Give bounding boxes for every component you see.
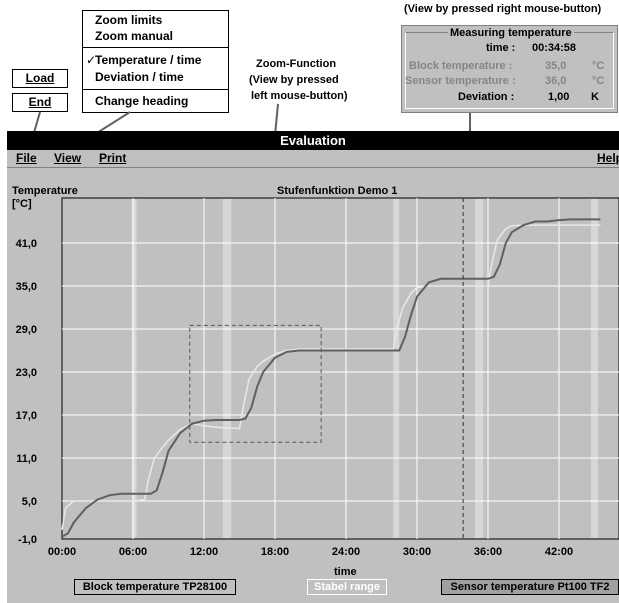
block-temp-label: Block temperature : bbox=[409, 60, 513, 72]
chart-area: Temperature [°C] Stufenfunktion Demo 1 t… bbox=[7, 168, 619, 603]
zoom-hint-line2: (View by pressed bbox=[249, 74, 339, 86]
measuring-panel: Measuring temperature time : 00:34:58 Bl… bbox=[401, 25, 618, 113]
menu-separator bbox=[83, 89, 228, 90]
x-axis-label: time bbox=[334, 566, 357, 578]
legend-sensor-temperature: Sensor temperature Pt100 TF2 bbox=[441, 579, 619, 595]
check-mark-icon: ✓ bbox=[86, 53, 97, 67]
y-tick-label: 17,0 bbox=[16, 410, 37, 422]
sensor-temp-unit: °C bbox=[592, 75, 605, 87]
load-label: Load bbox=[25, 71, 55, 85]
menu-item-change-heading[interactable]: Change heading bbox=[95, 94, 189, 108]
block-temp-unit: °C bbox=[592, 60, 605, 72]
stable-range-band bbox=[222, 199, 232, 538]
series-sensor-temperature bbox=[61, 224, 601, 530]
x-tick-label: 06:00 bbox=[119, 546, 147, 558]
menu-bar: File View Print Help bbox=[7, 150, 619, 168]
x-tick-label: 18:00 bbox=[261, 546, 289, 558]
x-tick-label: 30:00 bbox=[403, 546, 431, 558]
y-tick-label: 5,0 bbox=[22, 496, 37, 508]
menu-item-temperature-time[interactable]: Temperature / time bbox=[95, 53, 202, 67]
block-temp-value: 35,0 bbox=[545, 60, 567, 72]
zoom-hint-line3: left mouse-button) bbox=[251, 90, 348, 102]
deviation-value: 1,00 bbox=[548, 91, 570, 103]
legend-stable-range: Stabel range bbox=[307, 579, 387, 595]
view-dropdown-menu: Zoom limits Zoom manual ✓ Temperature / … bbox=[82, 10, 229, 113]
stable-range-band bbox=[474, 199, 484, 538]
x-tick-label: 42:00 bbox=[545, 546, 573, 558]
y-axis-unit: [°C] bbox=[12, 198, 32, 210]
zoom-hint-title: Zoom-Function bbox=[256, 58, 337, 70]
window-title-bar: Evaluation bbox=[7, 131, 619, 150]
x-tick-label: 24:00 bbox=[332, 546, 360, 558]
chart-title: Stufenfunktion Demo 1 bbox=[277, 185, 398, 197]
window-title: Evaluation bbox=[280, 133, 346, 148]
stable-range-band bbox=[131, 199, 137, 538]
x-tick-label: 00:00 bbox=[48, 546, 76, 558]
x-tick-label: 12:00 bbox=[190, 546, 218, 558]
menu-file[interactable]: File bbox=[16, 151, 37, 165]
end-label: End bbox=[28, 95, 52, 109]
deviation-label: Deviation : bbox=[458, 91, 515, 103]
y-tick-label: 29,0 bbox=[16, 324, 37, 336]
legend-block-temperature: Block temperature TP28100 bbox=[74, 579, 236, 595]
end-button[interactable]: End bbox=[12, 93, 68, 112]
menu-separator bbox=[83, 47, 228, 48]
menu-view[interactable]: View bbox=[54, 151, 82, 165]
y-tick-label: 11,0 bbox=[16, 453, 37, 465]
plot-frame bbox=[61, 197, 619, 540]
y-tick-label: 41,0 bbox=[16, 238, 37, 250]
sensor-temp-value: 36,0 bbox=[545, 75, 567, 87]
menu-print[interactable]: Print bbox=[99, 151, 127, 165]
menu-item-zoom-limits[interactable]: Zoom limits bbox=[95, 13, 163, 27]
y-axis-label: Temperature bbox=[12, 185, 78, 197]
zoom-rectangle bbox=[189, 324, 322, 443]
time-value: 00:34:58 bbox=[532, 42, 577, 54]
stable-range-band bbox=[590, 199, 599, 538]
menu-help[interactable]: Help bbox=[597, 151, 619, 165]
x-tick-label: 36:00 bbox=[474, 546, 502, 558]
y-tick-label: -1,0 bbox=[18, 534, 37, 546]
sensor-temp-label: Sensor temperature : bbox=[405, 75, 516, 87]
menu-item-deviation-time[interactable]: Deviation / time bbox=[95, 70, 184, 84]
y-tick-label: 35,0 bbox=[16, 281, 37, 293]
series-block-temperature bbox=[61, 218, 601, 538]
menu-item-zoom-manual[interactable]: Zoom manual bbox=[95, 29, 174, 43]
stable-range-band bbox=[393, 199, 400, 538]
temperature-chart[interactable]: 41,0 35,0 29,0 23,0 17,0 11,0 5,0 -1,0 00:00 06:0… bbox=[7, 168, 619, 568]
y-tick-label: 23,0 bbox=[16, 367, 37, 379]
right-mouse-hint: (View by pressed right mouse-button) bbox=[404, 3, 602, 15]
measuring-title: Measuring temperature bbox=[448, 27, 574, 39]
load-button[interactable]: Load bbox=[12, 69, 68, 88]
time-label: time : bbox=[486, 42, 516, 54]
deviation-unit: K bbox=[591, 91, 599, 103]
